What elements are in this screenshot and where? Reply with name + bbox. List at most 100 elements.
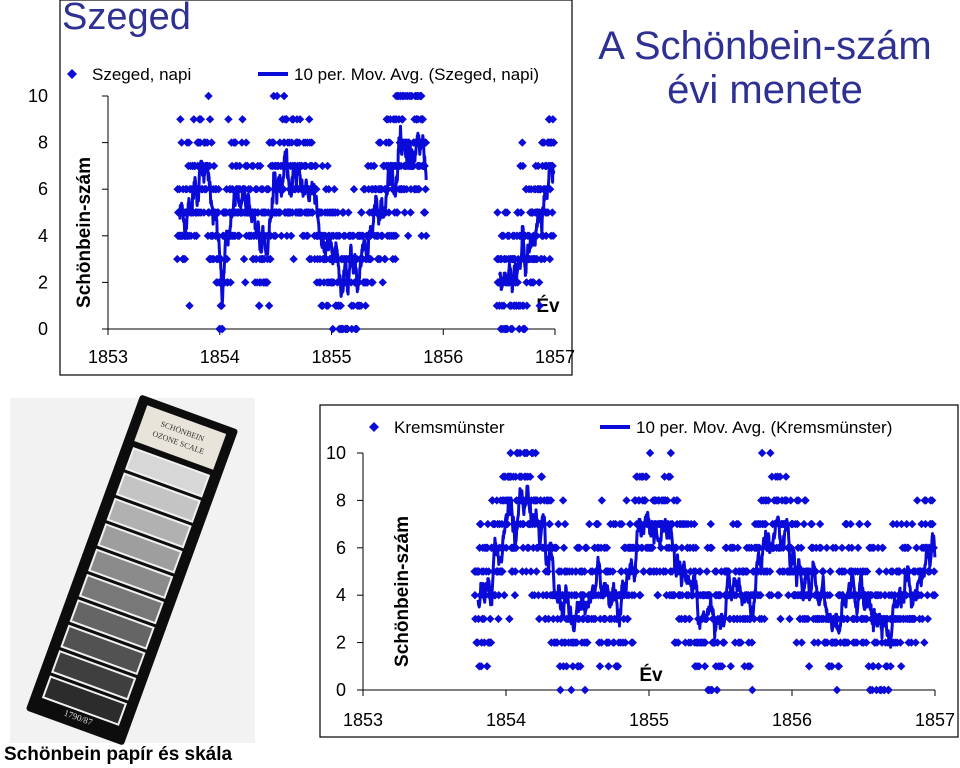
data-point: [217, 301, 226, 310]
data-point: [289, 254, 298, 264]
data-point: [797, 543, 806, 552]
scale-swatch: [97, 523, 183, 574]
data-point: [520, 324, 529, 334]
data-point: [826, 567, 835, 576]
data-point: [743, 567, 752, 576]
data-point: [277, 231, 286, 240]
data-point: [623, 614, 632, 624]
data-point: [920, 638, 929, 647]
data-point: [784, 591, 793, 600]
data-point: [185, 301, 194, 310]
data-point: [239, 254, 249, 264]
data-point: [760, 614, 769, 624]
data-point: [556, 614, 565, 624]
data-point: [755, 543, 764, 552]
data-point: [863, 519, 872, 529]
data-point: [344, 208, 353, 217]
data-point: [275, 208, 285, 217]
data-point: [911, 638, 920, 647]
data-point: [522, 567, 531, 576]
data-point: [601, 614, 610, 624]
chart-kremsmunster-frame: [319, 404, 959, 738]
data-point: [385, 138, 394, 147]
data-point: [862, 567, 872, 576]
data-point: [785, 614, 794, 624]
data-point: [400, 208, 409, 217]
data-point: [519, 519, 528, 529]
scale-swatch: [88, 548, 174, 600]
data-point: [502, 543, 511, 552]
scale-card-label: [134, 405, 227, 470]
data-point: [912, 543, 921, 552]
data-point: [767, 591, 776, 600]
data-point: [761, 519, 770, 529]
data-point: [677, 543, 686, 552]
data-point: [522, 448, 532, 458]
data-point: [745, 662, 755, 671]
data-point: [205, 115, 215, 124]
data-point: [352, 324, 361, 334]
data-point: [734, 519, 743, 529]
data-point: [764, 496, 773, 505]
data-point: [235, 231, 244, 240]
legend-label-points: Szeged, napi: [92, 65, 191, 84]
data-point: [308, 208, 317, 217]
data-point: [702, 567, 712, 576]
data-point: [177, 138, 186, 147]
data-point: [421, 231, 431, 240]
data-point: [486, 638, 496, 647]
data-point: [307, 138, 316, 147]
data-point: [507, 324, 517, 334]
data-point: [701, 638, 710, 647]
data-point: [540, 254, 549, 264]
data-point: [604, 638, 614, 647]
data-point: [482, 662, 492, 671]
data-point: [294, 138, 304, 147]
data-point: [266, 254, 275, 264]
x-tick-label: 1853: [88, 347, 128, 367]
scale-swatch: [106, 497, 192, 549]
data-point: [391, 254, 400, 264]
y-axis-label: Schönbein-szám: [392, 516, 413, 667]
data-point: [241, 278, 250, 287]
data-point: [597, 496, 607, 505]
data-point: [786, 496, 795, 505]
data-point: [522, 301, 532, 310]
data-point: [418, 115, 428, 124]
data-point: [534, 591, 543, 600]
data-point: [677, 591, 687, 600]
data-point: [271, 231, 280, 240]
data-point: [546, 496, 556, 505]
data-point: [636, 591, 645, 600]
data-point: [642, 472, 651, 481]
data-point: [414, 185, 424, 194]
data-point: [910, 614, 919, 624]
page-heading: Szeged: [62, 0, 191, 38]
data-point: [843, 614, 852, 624]
data-point: [421, 185, 430, 194]
data-point: [611, 519, 620, 529]
scale-swatch: [124, 446, 211, 498]
y-axis-label: Schönbein-szám: [74, 157, 95, 308]
data-point: [264, 185, 273, 194]
data-point: [750, 614, 759, 624]
data-point: [923, 614, 933, 624]
data-point: [707, 685, 717, 695]
data-point: [184, 138, 194, 147]
x-tick-label: 1855: [629, 710, 669, 730]
data-point: [869, 543, 878, 552]
scale-swatch: [78, 573, 165, 625]
data-point: [929, 567, 939, 576]
data-point: [674, 638, 683, 647]
data-point: [486, 614, 495, 624]
data-point: [775, 472, 785, 481]
data-point: [218, 324, 227, 334]
data-point: [361, 301, 370, 310]
y-tick-label: 0: [38, 319, 48, 339]
data-point: [393, 208, 402, 217]
legend-label-line: 10 per. Mov. Avg. (Kremsmünster): [636, 418, 892, 437]
data-point: [335, 231, 344, 240]
data-point: [295, 115, 305, 124]
data-point: [324, 185, 334, 194]
data-point: [797, 638, 806, 647]
